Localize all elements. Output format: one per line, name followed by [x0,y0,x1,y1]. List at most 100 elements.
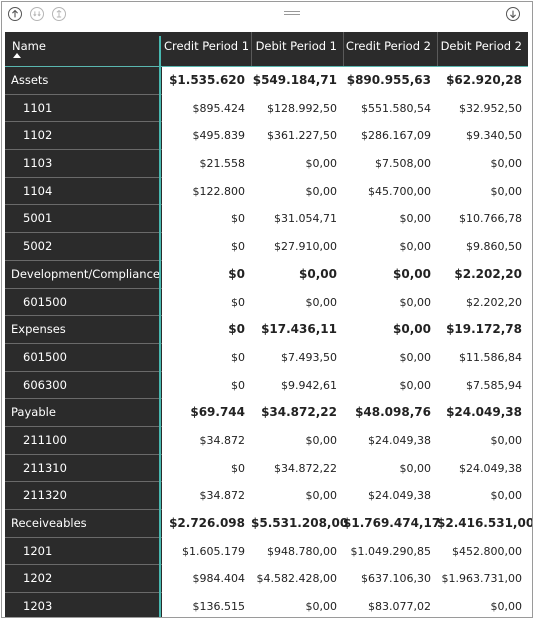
value-cell: $1.605.179 [182,544,245,558]
column-header-credit-period-2[interactable]: Credit Period 2 [345,39,431,53]
value-cell: $27.910,00 [274,240,337,254]
value-cell: $0,00 [299,266,337,281]
value-cell: $1.535.620 [169,73,245,87]
table-group-row[interactable]: Payable $69.744 $34.872,22 $48.098,76 $24.04… [5,399,528,427]
table-row[interactable]: 5002 $0 $27.910,00 $0,00 $9.860,50 [5,233,528,261]
drill-down-icon[interactable] [30,7,44,21]
column-header-debit-period-2[interactable]: Debit Period 2 [440,39,522,53]
table-row[interactable]: 211310 $0 $34.872,22 $0,00 $24.049,38 [5,454,528,483]
column-divider [251,32,252,66]
value-cell: $0,00 [393,322,431,337]
value-cell: $984.404 [192,572,246,586]
table-body: Assets $1.535.620 $549.184,71 $890.955,63 $6… [5,67,532,617]
value-cell: $69.744 [190,405,245,420]
table-header: Name Credit Period 1 Debit Period 1 Cred… [5,32,528,66]
value-cell: $0 [231,295,245,309]
row-header-cell[interactable]: Payable [5,399,162,427]
value-cell: $551.580,54 [361,101,431,115]
value-cell: $5.531.208,00 [251,516,349,530]
column-header-name[interactable]: Name [5,32,162,66]
table-row[interactable]: 1104 $122.800 $0,00 $45.700,00 $0,00 [5,177,528,206]
row-header-cell[interactable]: 5002 [5,233,162,261]
row-header-cell[interactable]: Expenses [5,316,162,344]
row-header-cell[interactable]: 211320 [5,482,162,510]
table-row[interactable]: 1201 $1.605.179 $948.780,00 $1.049.290,85 $4… [5,537,528,566]
value-cell: $136.515 [192,600,246,614]
value-cell: $0 [231,212,245,226]
value-cell: $0,00 [399,461,432,475]
row-header-cell[interactable]: 1202 [5,565,162,594]
table-row[interactable]: 606300 $0 $9.942,61 $0,00 $7.585,94 [5,371,528,400]
value-cell: $9.942,61 [281,378,337,392]
row-header-cell[interactable]: 601500 [5,343,162,372]
row-header-cell[interactable]: 211310 [5,454,162,483]
column-header-label: Name [12,39,46,53]
table-row[interactable]: 1202 $984.404 $4.582.428,00 $637.106,30 $1.9… [5,565,528,594]
table-row[interactable]: 211320 $34.872 $0,00 $24.049,38 $0,00 [5,482,528,510]
table-row[interactable]: 1103 $21.558 $0,00 $7.508,00 $0,00 [5,150,528,178]
row-header-cell[interactable]: 1101 [5,94,162,123]
table-row[interactable]: 601500 $0 $0,00 $0,00 $2.202,20 [5,288,528,317]
expand-all-icon[interactable] [52,7,66,21]
table-group-row[interactable]: Assets $1.535.620 $549.184,71 $890.955,63 $6… [5,67,528,95]
row-header-cell[interactable]: 211100 [5,426,162,455]
value-cell: $1.769.474,17 [343,516,441,530]
header-separator [5,66,528,67]
value-cell: $34.872 [199,489,246,503]
value-cell: $0,00 [490,489,523,503]
table-group-row[interactable]: Expenses $0 $17.436,11 $0,00 $19.172,78 [5,316,528,344]
row-header-cell[interactable]: Assets [5,67,162,95]
row-header-cell[interactable]: 601500 [5,288,162,317]
value-cell: $0,00 [305,184,338,198]
table-row[interactable]: 1101 $895.424 $128.992,50 $551.580,54 $32.95… [5,94,528,123]
row-header-cell[interactable]: 1103 [5,150,162,178]
column-header-credit-period-1[interactable]: Credit Period 1 [164,39,250,53]
value-cell: $0,00 [305,157,338,171]
value-cell: $0 [231,240,245,254]
table-group-row[interactable]: Development/Compliance $0 $0,00 $0,00 $2.202… [5,260,528,289]
value-cell: $10.766,78 [459,212,522,226]
value-cell: $361.227,50 [267,129,337,143]
arrow-down-icon[interactable] [506,7,520,21]
table-row[interactable]: 1102 $495.839 $361.227,50 $286.167,09 $9.340… [5,122,528,151]
value-cell: $7.508,00 [375,157,431,171]
value-cell: $122.800 [192,184,246,198]
value-cell: $0,00 [399,295,432,309]
value-cell: $9.340,50 [466,129,522,143]
value-cell: $24.049,38 [368,433,431,447]
value-cell: $34.872,22 [261,405,337,420]
row-header-cell[interactable]: 5001 [5,205,162,234]
arrow-up-icon[interactable] [8,7,22,21]
value-cell: $890.955,63 [346,73,431,87]
row-header-cell[interactable]: Development/Compliance [5,260,162,289]
table-row[interactable]: 211100 $34.872 $0,00 $24.049,38 $0,00 [5,426,528,455]
value-cell: $637.106,30 [361,572,431,586]
row-header-cell[interactable]: 606300 [5,371,162,400]
value-cell: $83.077,02 [368,600,431,614]
table-row[interactable]: 601500 $0 $7.493,50 $0,00 $11.586,84 [5,343,528,372]
value-cell: $286.167,09 [361,129,431,143]
row-header-cell[interactable]: 1201 [5,537,162,566]
value-cell: $24.049,38 [459,461,522,475]
value-cell: $128.992,50 [267,101,337,115]
value-cell: $0,00 [399,212,432,226]
value-cell: $0,00 [399,350,432,364]
value-cell: $0,00 [305,433,338,447]
value-cell: $549.184,71 [252,73,337,87]
table-row[interactable]: 1203 $136.515 $0,00 $83.077,02 $0,00 [5,593,528,617]
column-header-debit-period-1[interactable]: Debit Period 1 [255,39,337,53]
row-header-cell[interactable]: 1104 [5,177,162,206]
value-cell: $1.049.290,85 [350,544,431,558]
row-header-cell[interactable]: 1102 [5,122,162,151]
grip-icon[interactable] [284,11,300,17]
table-group-row[interactable]: Receiveables $2.726.098 $5.531.208,00 $1.76… [5,510,532,538]
value-cell: $1.963.731,00 [441,572,522,586]
value-cell: $0,00 [305,600,338,614]
row-header-cell[interactable]: Receiveables [5,510,162,538]
value-cell: $0,00 [399,240,432,254]
row-header-cell[interactable]: 1203 [5,593,162,617]
table-row[interactable]: 5001 $0 $31.054,71 $0,00 $10.766,78 [5,205,528,234]
value-cell: $0,00 [490,157,523,171]
value-cell: $0 [231,461,245,475]
